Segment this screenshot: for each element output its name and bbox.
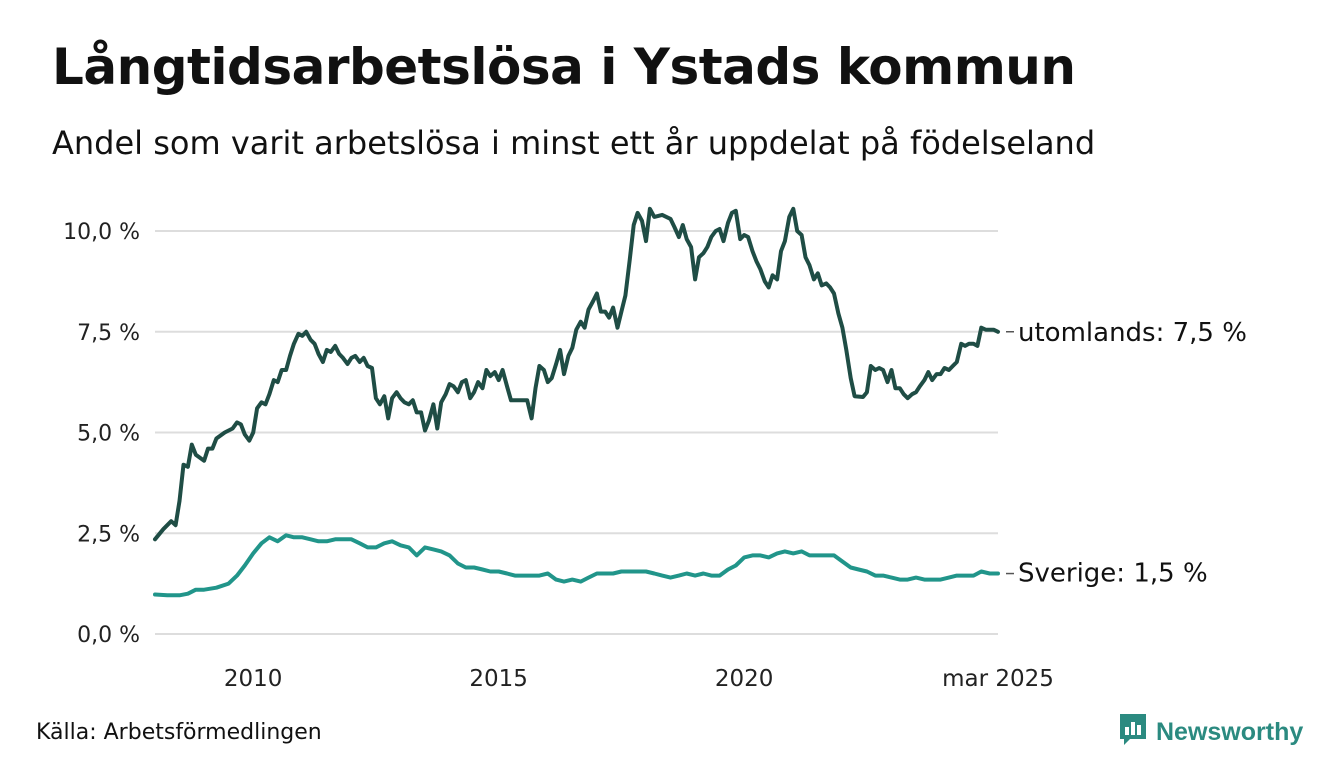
- series-group: [153, 206, 1000, 598]
- series-line-sverige: [153, 533, 1000, 598]
- chart-subtitle: Andel som varit arbetslösa i minst ett å…: [52, 124, 1096, 162]
- y-tick-label: 2,5 %: [77, 522, 140, 547]
- series-end-label-utomlands: utomlands: 7,5 %: [1018, 318, 1247, 348]
- gridlines: [155, 230, 998, 635]
- series-line-utomlands: [153, 206, 1000, 542]
- y-tick-label: 0,0 %: [77, 623, 140, 648]
- brand-name: Newsworthy: [1156, 717, 1304, 746]
- y-tick-label: 5,0 %: [77, 422, 140, 447]
- brand-logo[interactable]: Newsworthy: [1118, 712, 1303, 752]
- newsworthy-logo-icon: [1118, 712, 1148, 752]
- y-tick-label: 7,5 %: [77, 321, 140, 346]
- x-axis: 2010 2015 2020 mar 2025: [224, 666, 1054, 692]
- chart-title: Långtidsarbetslösa i Ystads kommun: [52, 38, 1076, 96]
- y-tick-label: 10,0 %: [63, 220, 140, 245]
- source-note: Källa: Arbetsförmedlingen: [36, 720, 322, 745]
- x-tick-label: 2015: [469, 666, 528, 692]
- y-axis: 0,0 % 2,5 % 5,0 % 7,5 % 10,0 %: [63, 220, 140, 648]
- x-tick-label: 2020: [715, 666, 774, 692]
- x-tick-label: mar 2025: [942, 666, 1054, 692]
- series-end-label-sverige: Sverige: 1,5 %: [1018, 559, 1208, 589]
- x-tick-label: 2010: [224, 666, 283, 692]
- series-end-labels: utomlands: 7,5 % Sverige: 1,5 %: [1006, 318, 1247, 589]
